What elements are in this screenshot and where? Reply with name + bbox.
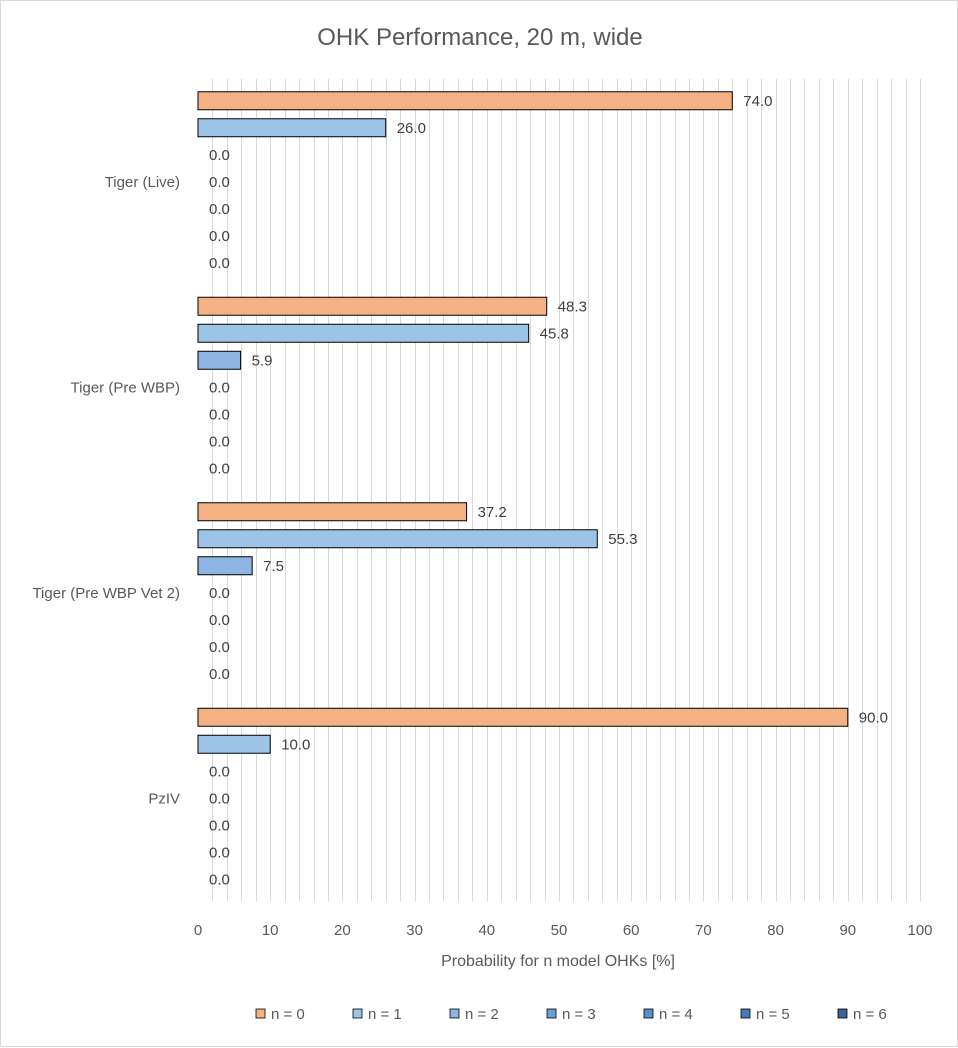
legend-label: n = 4 — [659, 1006, 693, 1023]
x-tick-labels: 0 10 20 30 40 50 60 70 80 90 100 — [194, 922, 933, 939]
gridlines — [212, 79, 921, 901]
legend-label: n = 0 — [271, 1006, 305, 1023]
data-label: 0.0 — [209, 871, 230, 888]
legend-swatch — [255, 1008, 266, 1019]
x-tick-label: 90 — [839, 922, 856, 939]
data-label: 0.0 — [209, 639, 230, 656]
legend-swatch — [449, 1008, 460, 1019]
bar — [197, 556, 253, 576]
category-labels: Tiger (Live) Tiger (Pre WBP) Tiger (Pre WB… — [32, 174, 180, 808]
data-label: 0.0 — [209, 201, 230, 218]
data-label: 0.0 — [209, 763, 230, 780]
data-label: 0.0 — [209, 379, 230, 396]
data-label: 74.0 — [743, 93, 772, 110]
category-label: Tiger (Pre WBP) — [71, 379, 180, 396]
data-label: 0.0 — [209, 147, 230, 164]
data-label: 0.0 — [209, 612, 230, 629]
legend-label: n = 2 — [465, 1006, 499, 1023]
x-axis-title: Probability for n model OHKs [%] — [441, 953, 675, 970]
data-label: 0.0 — [209, 817, 230, 834]
bar — [197, 350, 242, 370]
category-label: PzIV — [148, 790, 180, 807]
legend-label: n = 5 — [756, 1006, 790, 1023]
legend-swatch — [740, 1008, 751, 1019]
bars — [197, 91, 849, 754]
data-label: 48.3 — [558, 298, 587, 315]
x-tick-label: 50 — [551, 922, 568, 939]
x-tick-label: 0 — [194, 922, 202, 939]
data-label: 0.0 — [209, 433, 230, 450]
bar — [197, 296, 548, 316]
bar — [197, 707, 849, 727]
legend-swatch — [546, 1008, 557, 1019]
x-tick-label: 30 — [406, 922, 423, 939]
x-tick-label: 80 — [767, 922, 784, 939]
data-label: 5.9 — [252, 352, 273, 369]
data-label: 0.0 — [209, 790, 230, 807]
data-label: 0.0 — [209, 406, 230, 423]
legend-swatch — [837, 1008, 848, 1019]
data-label: 0.0 — [209, 174, 230, 191]
data-label: 0.0 — [209, 585, 230, 602]
data-label: 45.8 — [540, 325, 569, 342]
x-tick-label: 60 — [623, 922, 640, 939]
bar — [197, 734, 271, 754]
legend: n = 0 n = 1 n = 2 n = 3 n = 4 n = 5 n = 6 — [255, 1006, 887, 1023]
data-labels: 74.0 26.0 0.0 0.0 0.0 0.0 0.0 48.3 45.8 5.9 0.0 0.0… — [209, 93, 888, 889]
x-tick-label: 10 — [262, 922, 279, 939]
bar — [197, 323, 530, 343]
x-tick-label: 40 — [478, 922, 495, 939]
bar — [197, 529, 598, 549]
legend-label: n = 3 — [562, 1006, 596, 1023]
data-label: 37.2 — [478, 504, 507, 521]
data-label: 0.0 — [209, 460, 230, 477]
data-label: 26.0 — [397, 120, 426, 137]
x-tick-label: 70 — [695, 922, 712, 939]
category-label: Tiger (Live) — [105, 174, 180, 191]
legend-label: n = 6 — [853, 1006, 887, 1023]
bar — [197, 118, 387, 138]
bar — [197, 502, 468, 522]
legend-swatch — [352, 1008, 363, 1019]
data-label: 10.0 — [281, 736, 310, 753]
x-tick-label: 20 — [334, 922, 351, 939]
data-label: 55.3 — [608, 531, 637, 548]
legend-label: n = 1 — [368, 1006, 402, 1023]
data-label: 7.5 — [263, 558, 284, 575]
legend-swatch — [643, 1008, 654, 1019]
data-label: 0.0 — [209, 844, 230, 861]
x-tick-label: 100 — [907, 922, 932, 939]
bar — [197, 91, 733, 111]
category-label: Tiger (Pre WBP Vet 2) — [32, 585, 180, 602]
data-label: 0.0 — [209, 255, 230, 272]
data-label: 0.0 — [209, 228, 230, 245]
data-label: 90.0 — [859, 709, 888, 726]
chart-title: OHK Performance, 20 m, wide — [317, 24, 642, 51]
data-label: 0.0 — [209, 666, 230, 683]
